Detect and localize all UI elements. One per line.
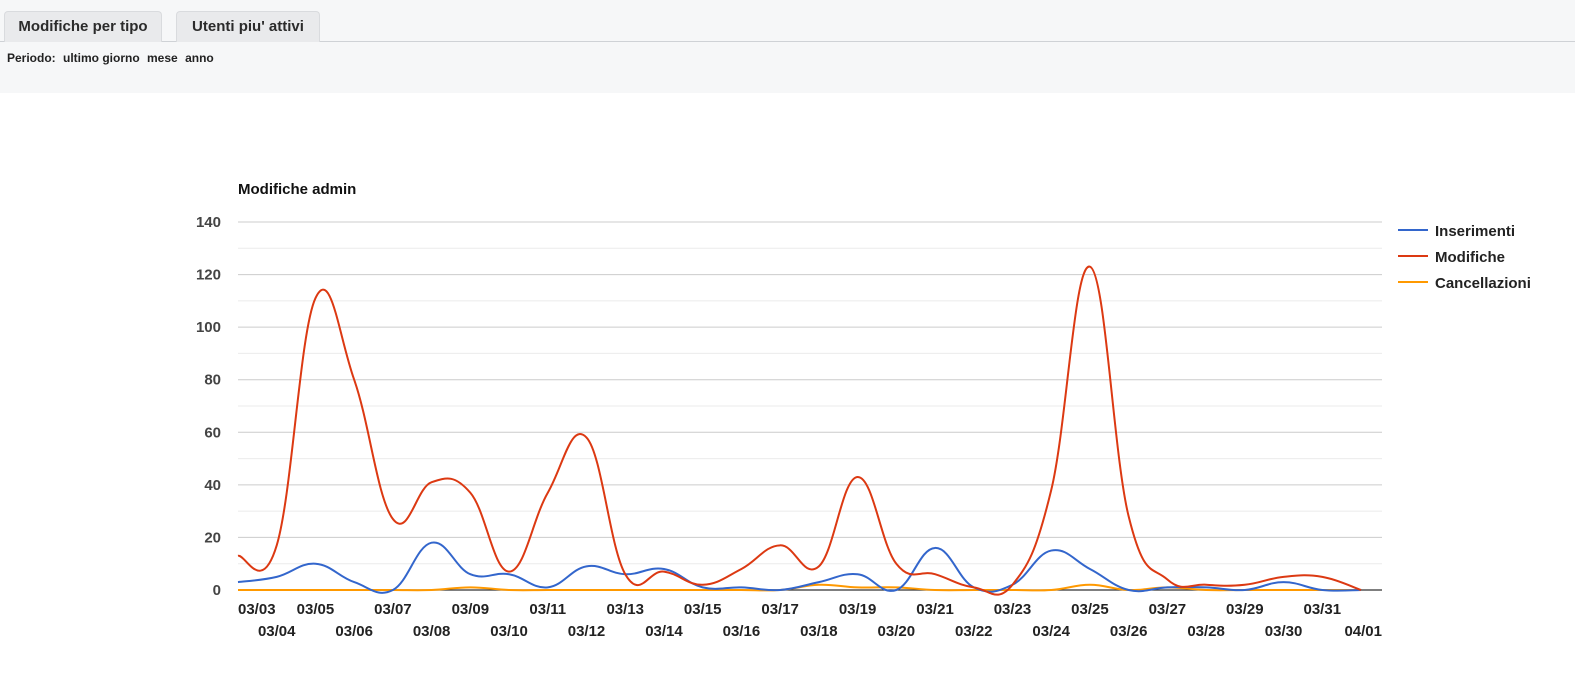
x-tick-label: 03/05: [297, 601, 335, 618]
legend-label: Modifiche: [1435, 249, 1505, 266]
x-tick-label: 03/15: [684, 601, 722, 618]
x-tick-label: 03/03: [238, 601, 276, 618]
tab-modifiche-per-tipo[interactable]: Modifiche per tipo: [4, 11, 162, 42]
legend-label: Inserimenti: [1435, 223, 1515, 240]
x-tick-label: 03/25: [1071, 601, 1109, 618]
series-line-modifiche: [237, 265, 1362, 596]
tab-utenti-piu-attivi[interactable]: Utenti piu' attivi: [176, 11, 320, 42]
x-tick-label: 03/07: [374, 601, 412, 618]
chart-title: Modifiche admin: [238, 181, 356, 198]
x-tick-label: 03/08: [413, 623, 451, 640]
period-option-mese[interactable]: mese: [147, 51, 178, 65]
x-tick-label: 03/17: [761, 601, 799, 618]
x-tick-label: 04/01: [1344, 623, 1382, 640]
top-panel: Modifiche per tipo Utenti piu' attivi Pe…: [0, 0, 1575, 93]
y-tick-label: 60: [204, 424, 221, 441]
y-tick-label: 140: [196, 214, 221, 231]
period-label: Periodo:: [7, 51, 56, 65]
x-tick-label: 03/20: [878, 623, 916, 640]
series-line-inserimenti: [237, 541, 1362, 594]
x-tick-label: 03/11: [529, 601, 566, 618]
y-tick-label: 40: [204, 477, 221, 494]
x-tick-label: 03/13: [606, 601, 644, 618]
x-tick-label: 03/22: [955, 623, 993, 640]
y-tick-label: 0: [213, 582, 221, 599]
tab-bar: Modifiche per tipo Utenti piu' attivi: [0, 0, 1575, 42]
x-tick-label: 03/06: [335, 623, 373, 640]
x-tick-label: 03/04: [258, 623, 296, 640]
y-tick-label: 80: [204, 372, 221, 389]
y-tick-label: 120: [196, 267, 221, 284]
x-tick-label: 03/29: [1226, 601, 1264, 618]
x-tick-label: 03/30: [1265, 623, 1303, 640]
period-option-anno[interactable]: anno: [185, 51, 214, 65]
y-tick-label: 20: [204, 529, 221, 546]
period-selector: Periodo: ultimo giorno mese anno: [7, 51, 218, 65]
x-tick-label: 03/23: [994, 601, 1032, 618]
y-tick-label: 100: [196, 319, 221, 336]
x-tick-label: 03/18: [800, 623, 838, 640]
x-tick-label: 03/31: [1304, 601, 1342, 618]
x-tick-label: 03/19: [839, 601, 877, 618]
x-tick-label: 03/14: [645, 623, 683, 640]
x-tick-label: 03/21: [916, 601, 954, 618]
legend-label: Cancellazioni: [1435, 275, 1531, 292]
x-tick-label: 03/24: [1032, 623, 1070, 640]
x-tick-label: 03/16: [723, 623, 761, 640]
x-tick-label: 03/12: [568, 623, 606, 640]
x-tick-label: 03/09: [452, 601, 490, 618]
x-tick-label: 03/10: [490, 623, 528, 640]
x-tick-label: 03/27: [1149, 601, 1187, 618]
period-option-ultimo-giorno[interactable]: ultimo giorno: [63, 51, 140, 65]
x-tick-label: 03/28: [1187, 623, 1225, 640]
x-tick-label: 03/26: [1110, 623, 1148, 640]
